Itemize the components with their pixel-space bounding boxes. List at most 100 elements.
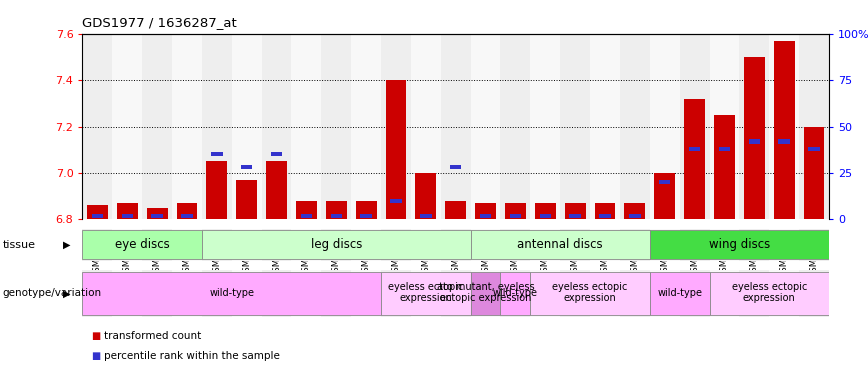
Bar [416,173,437,219]
Bar [530,229,560,261]
Bar [241,165,253,170]
Bar [535,203,556,219]
Bar [684,99,705,219]
Bar [356,201,377,219]
Bar [326,201,346,219]
Bar [151,214,163,218]
Bar [321,34,352,219]
Bar [709,272,829,315]
Text: ▶: ▶ [62,240,70,250]
Bar [82,270,112,317]
Bar [560,34,590,219]
Bar [211,152,222,156]
Bar [292,270,321,317]
Bar [590,34,620,219]
Bar [207,161,227,219]
Bar [799,34,829,219]
Bar [510,214,521,218]
Bar [82,272,381,315]
Bar [740,270,769,317]
Bar [266,161,287,219]
Text: eyeless ectopic
expression: eyeless ectopic expression [388,282,464,303]
Bar [232,229,261,261]
Bar [744,57,765,219]
Bar [292,34,321,219]
Bar [569,214,581,218]
Text: ■: ■ [91,331,101,340]
Bar [470,34,501,219]
Bar [719,147,730,151]
Bar [560,229,590,261]
Bar [112,270,142,317]
Bar [505,203,526,219]
Bar [142,229,172,261]
Bar [296,201,317,219]
Bar [530,270,560,317]
Bar [202,230,470,259]
Bar [112,229,142,261]
Bar [540,214,551,218]
Bar [740,34,769,219]
Bar [202,270,232,317]
Bar [411,270,441,317]
Bar [82,34,112,219]
Text: eyeless ectopic
expression: eyeless ectopic expression [732,282,807,303]
Bar [441,34,470,219]
Bar [176,203,197,219]
Bar [381,229,411,261]
Bar [117,203,138,219]
Bar [202,34,232,219]
Bar [420,214,431,218]
Bar [659,180,670,184]
Bar [142,34,172,219]
Bar [391,199,402,203]
Bar [808,147,819,151]
Bar [172,270,202,317]
Bar [680,229,709,261]
Bar [122,214,133,218]
Text: eye discs: eye discs [115,237,169,250]
Bar [82,230,202,259]
Bar [445,201,466,219]
Bar [714,115,735,219]
Bar [82,229,112,261]
Text: eyeless ectopic
expression: eyeless ectopic expression [552,282,628,303]
Bar [799,270,829,317]
Bar [501,270,530,317]
Bar [261,270,292,317]
Bar [300,214,312,218]
Bar [381,34,411,219]
Bar [92,214,103,218]
Text: tissue: tissue [3,240,36,250]
Bar [773,41,794,219]
Bar [629,214,641,218]
Bar [480,214,491,218]
Bar [620,229,650,261]
Bar [352,229,381,261]
Text: ■: ■ [91,351,101,361]
Text: genotype/variation: genotype/variation [3,288,102,298]
Bar [748,140,760,144]
Bar [360,214,372,218]
Bar [470,270,501,317]
Bar [232,34,261,219]
Bar [352,34,381,219]
Bar [202,229,232,261]
Bar [599,214,611,218]
Bar [590,270,620,317]
Bar [470,229,501,261]
Text: wing discs: wing discs [709,237,770,250]
Bar [450,165,462,170]
Text: wild-type: wild-type [657,288,702,297]
Text: wild-type: wild-type [493,288,538,297]
Bar [142,270,172,317]
Bar [769,34,799,219]
Bar [769,270,799,317]
Bar [261,229,292,261]
Bar [261,34,292,219]
Bar [381,270,411,317]
Bar [620,270,650,317]
Bar [501,229,530,261]
Bar [650,270,680,317]
Bar [411,229,441,261]
